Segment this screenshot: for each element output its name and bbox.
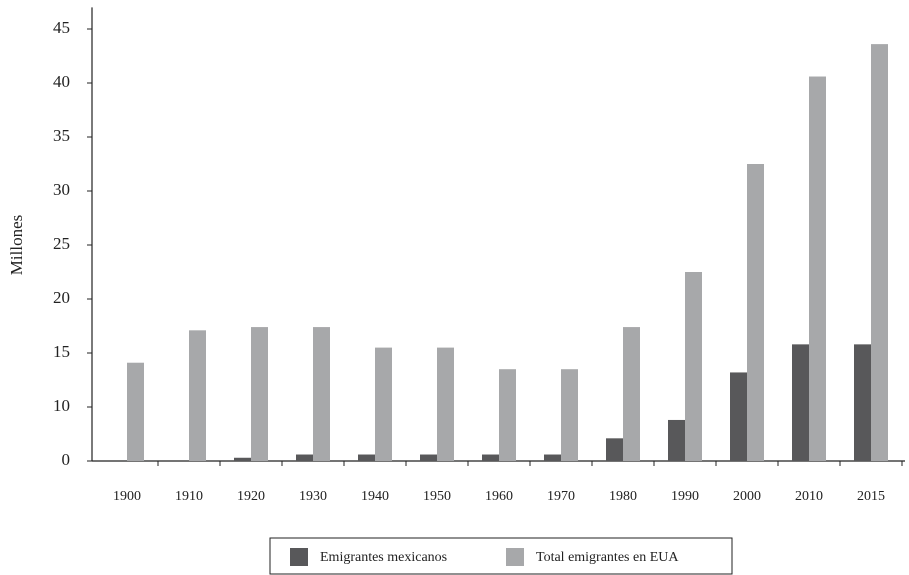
y-tick-label: 25: [53, 234, 70, 253]
y-tick-label: 40: [53, 72, 70, 91]
bar: [234, 457, 251, 461]
y-tick-label: 20: [53, 288, 70, 307]
legend-box: [269, 537, 733, 575]
x-tick-label: 1940: [361, 489, 389, 504]
y-tick-label: 45: [53, 18, 70, 37]
bar: [420, 454, 437, 461]
x-tick-label: 1930: [299, 489, 327, 504]
bar: [623, 327, 640, 461]
bar: [127, 362, 144, 461]
x-tick-label: 2000: [733, 489, 761, 504]
bar: [358, 454, 375, 461]
legend-swatch: [506, 548, 524, 566]
y-axis-label: Millones: [7, 215, 26, 275]
bar: [792, 344, 809, 461]
bar: [189, 330, 206, 461]
x-tick-label: 1920: [237, 489, 265, 504]
bar: [375, 347, 392, 461]
x-tick-label: 1960: [485, 489, 513, 504]
y-tick-label: 0: [62, 450, 71, 469]
x-tick-label: 1900: [113, 489, 141, 504]
bar: [251, 327, 268, 461]
bar: [296, 454, 313, 461]
bar: [544, 454, 561, 461]
bar: [437, 347, 454, 461]
legend-label: Total emigrantes en EUA: [536, 550, 679, 565]
bar: [871, 44, 888, 462]
x-tick-label: 1910: [175, 489, 203, 504]
legend-label: Emigrantes mexicanos: [320, 550, 447, 565]
bar: [668, 419, 685, 461]
bar: [685, 272, 702, 461]
bar: [482, 454, 499, 461]
bar: [854, 344, 871, 461]
bar: [747, 164, 764, 461]
x-tick-label: 1990: [671, 489, 699, 504]
x-tick-label: 1950: [423, 489, 451, 504]
bar: [313, 327, 330, 461]
bar: [809, 76, 826, 462]
bar: [499, 369, 516, 461]
y-tick-label: 10: [53, 396, 70, 415]
x-tick-label: 1970: [547, 489, 575, 504]
legend-swatch: [290, 548, 308, 566]
bar: [730, 372, 747, 461]
bar: [561, 369, 578, 461]
y-tick-label: 30: [53, 180, 70, 199]
bar: [606, 438, 623, 461]
x-tick-label: 1980: [609, 489, 637, 504]
x-tick-label: 2010: [795, 489, 823, 504]
y-tick-label: 35: [53, 126, 70, 145]
y-tick-label: 15: [53, 342, 70, 361]
x-tick-label: 2015: [857, 489, 885, 504]
